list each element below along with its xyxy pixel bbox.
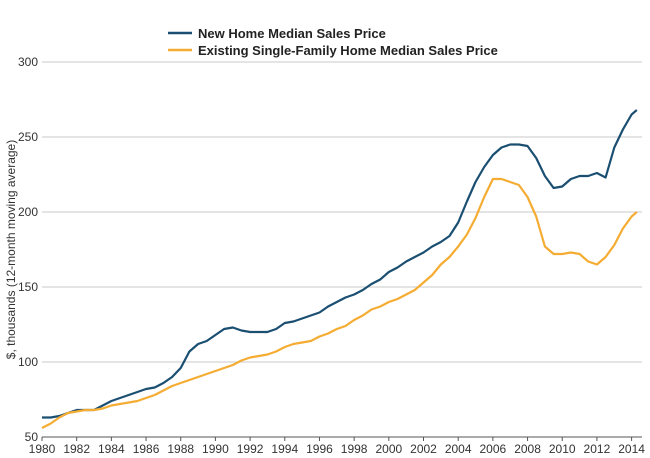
x-tick-label: 2000: [375, 442, 402, 456]
x-tick-label: 1998: [341, 442, 368, 456]
x-tick-label: 1988: [167, 442, 194, 456]
y-tick-label: 300: [18, 55, 38, 69]
y-tick-label: 200: [18, 205, 38, 219]
x-tick-label: 2010: [549, 442, 576, 456]
x-tick-label: 2006: [480, 442, 507, 456]
y-tick-label: 100: [18, 355, 38, 369]
x-tick-label: 1990: [202, 442, 229, 456]
legend: New Home Median Sales Price Existing Sing…: [168, 26, 498, 58]
x-tick-label: 1980: [29, 442, 56, 456]
legend-label-1: Existing Single-Family Home Median Sales…: [198, 43, 498, 58]
series-line-0: [42, 109, 638, 419]
gridlines: [42, 61, 642, 438]
series-line-1: [41, 177, 638, 429]
x-tick-label: 2012: [584, 442, 611, 456]
y-tick-label: 250: [18, 130, 38, 144]
x-tick-label: 1992: [237, 442, 264, 456]
series-lines: [41, 109, 638, 429]
x-tick-label: 1984: [98, 442, 125, 456]
x-tick-label: 2002: [410, 442, 437, 456]
legend-label-0: New Home Median Sales Price: [198, 26, 386, 41]
x-tick-label: 2008: [514, 442, 541, 456]
x-tick-label: 2014: [618, 442, 645, 456]
x-tick-label: 1982: [63, 442, 90, 456]
x-tick-label: 1986: [133, 442, 160, 456]
y-tick-label: 50: [25, 430, 39, 444]
y-tick-label: 150: [18, 280, 38, 294]
x-tick-label: 1996: [306, 442, 333, 456]
axes: 50 100 150 200 250 300 1980 1982 1984 1986 1988 199…: [18, 55, 645, 456]
y-axis-title: $, thousands (12-month moving average): [4, 140, 18, 359]
x-tick-label: 1994: [271, 442, 298, 456]
x-tick-label: 2004: [445, 442, 472, 456]
